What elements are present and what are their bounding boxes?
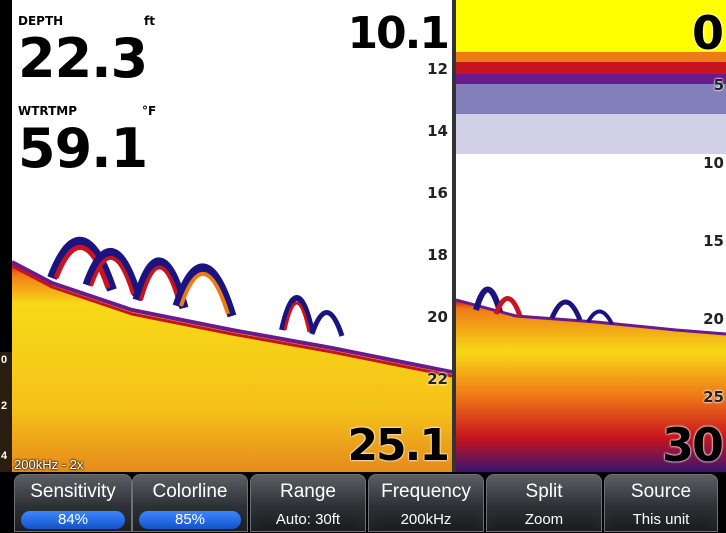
left-scale-22: 22 — [427, 370, 448, 388]
range-value: Auto: 30ft — [257, 511, 359, 529]
sonar-full-image — [456, 0, 726, 472]
left-strip-label: 0 — [1, 354, 8, 366]
right-scale-20: 20 — [703, 310, 724, 328]
right-scale-25: 25 — [703, 388, 724, 406]
sensitivity-title: Sensitivity — [30, 481, 116, 502]
right-range-bottom: 30 — [661, 418, 724, 472]
depth-label: DEPTH — [18, 14, 64, 28]
colorline-button[interactable]: Colorline 85% — [132, 474, 248, 532]
left-range-bottom: 25.1 — [347, 420, 450, 471]
left-scale-14: 14 — [427, 122, 448, 140]
sonar-zoom-pane[interactable]: 10.1 25.1 12 14 16 18 20 22 DEPTH ft 22.… — [12, 0, 452, 472]
left-range-top: 10.1 — [347, 8, 450, 59]
left-strip-label: 2 — [1, 400, 8, 412]
split-value: Zoom — [493, 511, 595, 529]
range-title: Range — [280, 481, 336, 502]
right-scale-5: 5 — [713, 76, 724, 94]
frequency-value: 200kHz — [375, 511, 477, 529]
left-scale-18: 18 — [427, 246, 448, 264]
colorline-value: 85% — [139, 511, 241, 529]
source-button[interactable]: Source This unit — [604, 474, 718, 532]
left-scale-16: 16 — [427, 184, 448, 202]
fish-arches — [47, 237, 345, 337]
source-value: This unit — [611, 511, 711, 529]
right-range-top: 0 — [691, 6, 724, 60]
frequency-zoom-indicator: 200kHz - 2x — [14, 457, 84, 472]
sonar-full-pane[interactable]: 0 30 5 10 15 20 25 — [456, 0, 726, 472]
frequency-button[interactable]: Frequency 200kHz — [368, 474, 484, 532]
pane-divider — [452, 0, 456, 472]
left-scale-strip: 0 2 4 6 — [0, 352, 12, 472]
left-scale-20: 20 — [427, 308, 448, 326]
sensitivity-button[interactable]: Sensitivity 84% — [14, 474, 132, 532]
right-scale-10: 10 — [703, 154, 724, 172]
fish-arches-full — [473, 286, 614, 325]
colorline-title: Colorline — [152, 481, 228, 502]
split-button[interactable]: Split Zoom — [486, 474, 602, 532]
source-title: Source — [630, 481, 692, 502]
depth-value: 22.3 — [18, 27, 148, 90]
water-temp-unit: °F — [142, 104, 157, 118]
split-title: Split — [525, 481, 563, 502]
water-temp-value: 59.1 — [18, 117, 148, 180]
water-temp-label: WTRTMP — [18, 104, 78, 118]
right-scale-15: 15 — [703, 232, 724, 250]
depth-unit: ft — [144, 14, 155, 28]
left-strip-label: 4 — [1, 450, 8, 462]
sensitivity-value: 84% — [21, 511, 125, 529]
left-scale-12: 12 — [427, 60, 448, 78]
range-button[interactable]: Range Auto: 30ft — [250, 474, 366, 532]
frequency-title: Frequency — [381, 481, 471, 502]
sonar-zoom-image — [12, 237, 452, 472]
